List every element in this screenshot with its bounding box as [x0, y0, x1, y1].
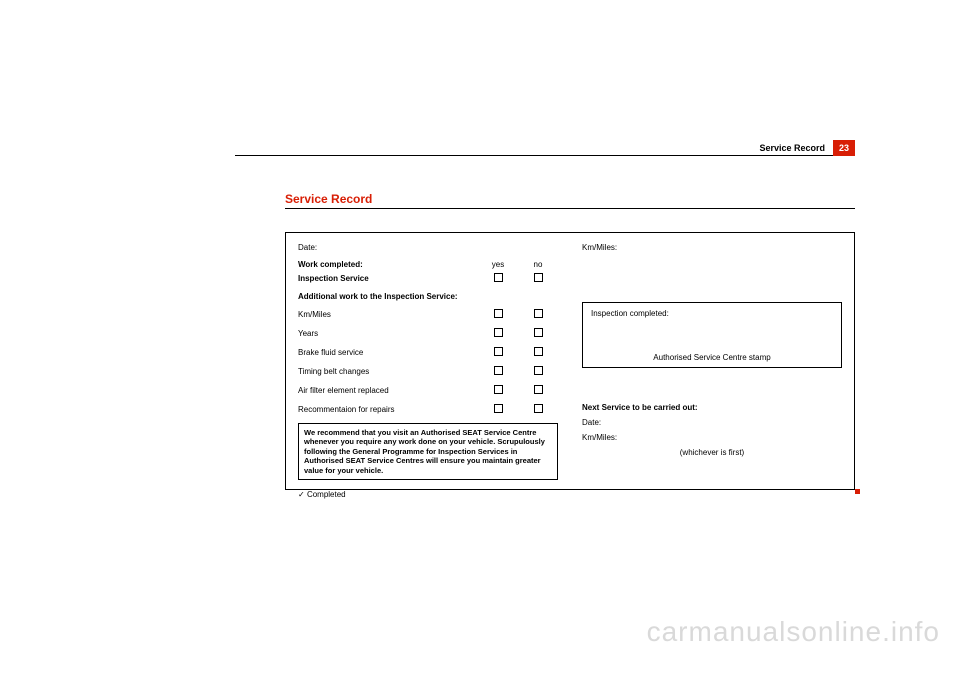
item-timing-belt: Timing belt changes	[298, 367, 478, 376]
watermark: carmanualsonline.info	[647, 616, 940, 648]
item-km-miles: Km/Miles	[298, 310, 478, 319]
checkbox[interactable]	[534, 309, 543, 318]
stamp-box: Inspection completed: Authorised Service…	[582, 302, 842, 368]
yes-no-headers: Work completed: yes no	[298, 260, 558, 269]
service-record-form: Date: Work completed: yes no Inspection …	[285, 232, 855, 490]
date-label: Date:	[298, 243, 558, 252]
item-air-filter: Air filter element replaced	[298, 386, 478, 395]
item-brake-fluid: Brake fluid service	[298, 348, 478, 357]
checkbox[interactable]	[494, 385, 503, 394]
completed-label: Completed	[307, 490, 346, 499]
check-icon: ✓	[298, 490, 305, 499]
stamp-text: Authorised Service Centre stamp	[583, 353, 841, 362]
col-yes: yes	[478, 260, 518, 269]
whichever-first: (whichever is first)	[582, 448, 842, 457]
checkbox[interactable]	[534, 366, 543, 375]
checkbox[interactable]	[534, 273, 543, 282]
header-section-label: Service Record	[759, 143, 825, 153]
left-column: Date: Work completed: yes no Inspection …	[286, 233, 570, 489]
next-service-label: Next Service to be carried out:	[582, 403, 842, 412]
checkbox[interactable]	[534, 328, 543, 337]
checkbox[interactable]	[534, 385, 543, 394]
checkbox[interactable]	[534, 347, 543, 356]
checkbox[interactable]	[494, 328, 503, 337]
item-years: Years	[298, 329, 478, 338]
next-service-block: Next Service to be carried out: Date: Km…	[582, 403, 842, 457]
page-tab: Service Record 23	[759, 140, 855, 156]
work-completed-label: Work completed:	[298, 260, 478, 269]
right-column: Km/Miles: Inspection completed: Authoris…	[570, 233, 854, 489]
checkbox[interactable]	[534, 404, 543, 413]
col-no: no	[518, 260, 558, 269]
heading-rule	[285, 208, 855, 209]
inspection-service-label: Inspection Service	[298, 274, 478, 283]
next-km-label: Km/Miles:	[582, 433, 842, 442]
corner-marker	[855, 489, 860, 494]
checkbox[interactable]	[494, 309, 503, 318]
page-number: 23	[833, 140, 855, 156]
checkbox[interactable]	[494, 273, 503, 282]
completed-legend: ✓ Completed	[298, 490, 558, 499]
page-heading: Service Record	[285, 192, 372, 206]
km-miles-label: Km/Miles:	[582, 243, 842, 252]
checkbox[interactable]	[494, 366, 503, 375]
next-date-label: Date:	[582, 418, 842, 427]
checkbox[interactable]	[494, 347, 503, 356]
recommendation-note: We recommend that you visit an Authorise…	[298, 423, 558, 480]
additional-work-label: Additional work to the Inspection Servic…	[298, 292, 558, 301]
item-recommendation: Recommentaion for repairs	[298, 405, 478, 414]
checkbox[interactable]	[494, 404, 503, 413]
inspection-completed-label: Inspection completed:	[591, 309, 833, 318]
